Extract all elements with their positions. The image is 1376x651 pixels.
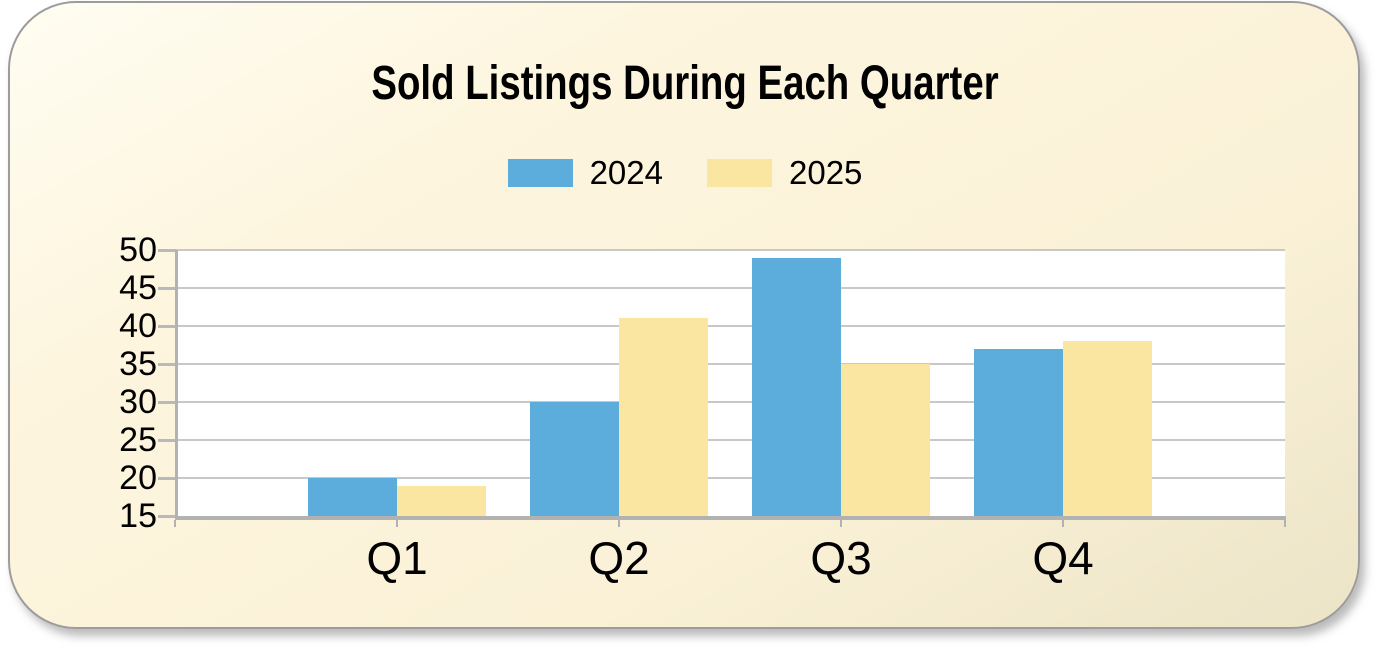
bar-2025-Q2	[619, 318, 708, 516]
y-axis-line	[175, 250, 178, 520]
gridline	[175, 287, 1285, 289]
legend-item-2024: 2024	[507, 154, 663, 191]
bar-2025-Q4	[1063, 341, 1152, 516]
legend-label: 2024	[589, 154, 663, 191]
bar-2024-Q4	[974, 349, 1063, 516]
bar-2025-Q3	[841, 364, 930, 516]
x-axis-tick	[840, 520, 842, 527]
bar-2024-Q2	[530, 402, 619, 516]
legend-item-2025: 2025	[707, 156, 862, 189]
gridline	[175, 363, 1285, 365]
bar-2024-Q3	[752, 258, 841, 516]
y-axis-tick	[158, 249, 176, 252]
y-tick-label: 25	[119, 421, 157, 459]
chart-legend: 2024 2025	[0, 156, 1370, 189]
x-tick-label: Q3	[810, 532, 872, 584]
y-axis-tick	[158, 439, 176, 442]
x-axis-tick	[174, 520, 176, 527]
y-axis-tick	[158, 363, 176, 366]
legend-label: 2025	[789, 154, 863, 191]
y-axis-tick	[158, 515, 176, 518]
y-axis-tick	[158, 325, 176, 328]
y-tick-label: 15	[119, 497, 157, 535]
y-axis-tick	[158, 287, 176, 290]
y-tick-label: 30	[119, 383, 157, 421]
y-tick-label: 50	[119, 231, 157, 269]
bar-2024-Q1	[308, 478, 397, 516]
x-axis-tick	[396, 520, 398, 527]
legend-swatch-2025	[707, 158, 772, 187]
plot-area	[175, 249, 1285, 516]
x-axis-line	[175, 516, 1286, 520]
y-axis-tick	[158, 401, 176, 404]
gridline	[175, 249, 1285, 251]
legend-swatch-2024	[507, 158, 573, 187]
gridline	[175, 325, 1285, 327]
x-tick-label: Q4	[1032, 532, 1094, 584]
y-tick-label: 40	[119, 307, 157, 345]
gridline	[175, 401, 1285, 403]
x-tick-label: Q2	[588, 532, 650, 584]
y-tick-label: 35	[119, 345, 157, 383]
x-axis-tick	[1284, 520, 1286, 527]
y-tick-label: 20	[119, 459, 157, 497]
bar-2025-Q1	[397, 486, 486, 516]
y-tick-label: 45	[119, 269, 157, 307]
chart-title: Sold Listings During Each Quarter	[371, 57, 999, 110]
x-axis-tick	[618, 520, 620, 527]
x-axis-tick	[1062, 520, 1064, 527]
x-tick-label: Q1	[366, 532, 428, 584]
gridline	[175, 477, 1285, 479]
gridline	[175, 439, 1285, 441]
y-axis-tick	[158, 477, 176, 480]
